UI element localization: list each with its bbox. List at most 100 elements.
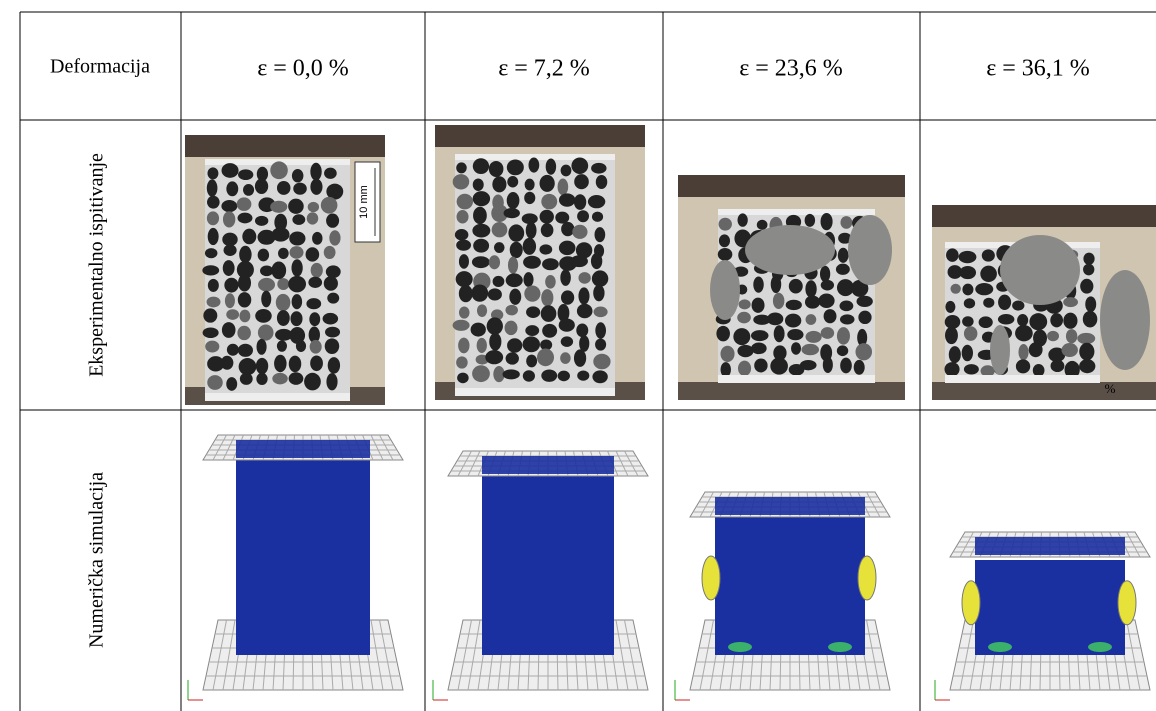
foam-cell [458, 337, 470, 354]
foam-cell [327, 292, 340, 304]
foam-cell [750, 330, 769, 342]
foam-cell [963, 326, 978, 341]
foam-cell [458, 306, 470, 319]
specimen [975, 560, 1125, 655]
mesh-line [457, 619, 472, 691]
foam-cell [592, 370, 608, 384]
foam-cell [961, 344, 973, 362]
foam-cell [1063, 297, 1078, 308]
corner-mark: % [1105, 381, 1116, 396]
foam-cell [256, 338, 267, 355]
mesh-line [212, 619, 227, 691]
foam-cell [773, 345, 787, 361]
foam-cell [818, 293, 835, 308]
foam-cell [959, 265, 977, 280]
foam-cell [221, 322, 236, 338]
foam-cell [560, 336, 574, 347]
foam-cell [975, 282, 994, 296]
foam-cell [472, 223, 491, 238]
foam-cell [239, 309, 251, 323]
bottom-plate [678, 382, 905, 400]
foam-cell [237, 343, 253, 357]
specimen-top [975, 537, 1125, 555]
foam-cell [274, 354, 287, 373]
debris [745, 225, 835, 275]
foam-cell [540, 305, 557, 322]
foam-cell [239, 245, 252, 264]
foam-cell [312, 231, 323, 245]
foam-cell [323, 276, 338, 291]
foam-cell [223, 244, 237, 256]
foam-cell [801, 343, 820, 356]
foam-cell [258, 277, 276, 292]
foam-cell [254, 215, 269, 226]
foam-cell [325, 265, 341, 279]
foam-cell [772, 292, 785, 310]
foam-cell [237, 292, 252, 308]
foam-cell [541, 289, 554, 307]
foam-cell [522, 336, 540, 353]
foam-cell [203, 308, 218, 323]
foam-cell [539, 244, 553, 255]
header-cell: ε = 7,2 % [498, 56, 590, 82]
foam-cell [737, 344, 754, 358]
foam-cell [591, 211, 604, 222]
foam-cell [310, 178, 323, 195]
foam-cell [753, 314, 771, 325]
foam-cell [489, 332, 502, 351]
foam-cell [1064, 360, 1080, 379]
foam-cell [541, 369, 558, 382]
mesh-line [379, 619, 394, 691]
foam-cell [492, 275, 505, 288]
foam-cell [238, 169, 254, 180]
foam-cell [291, 169, 304, 183]
foam-cell [206, 179, 218, 197]
foam-cell [255, 357, 269, 375]
foam-cell [505, 352, 519, 365]
foam-cell [571, 157, 589, 174]
foam-cell [573, 194, 587, 210]
foam-cell [1032, 364, 1045, 377]
foam-cell [257, 324, 274, 341]
debris [1000, 235, 1080, 305]
foam-cell [980, 265, 997, 283]
foam-cell [524, 191, 536, 205]
foam-cell [770, 357, 788, 375]
foam-cell [494, 242, 505, 253]
scale-box [354, 161, 381, 243]
foam-cell [471, 256, 490, 269]
foam-cell [820, 279, 835, 291]
foam-cell [574, 174, 589, 190]
foam-cell [561, 221, 575, 237]
foam-cell [838, 232, 852, 244]
foam-cell [524, 285, 541, 302]
foam-cell [560, 290, 575, 305]
foam-cell [256, 166, 269, 182]
foam-cell [540, 223, 554, 238]
foam-cell [491, 222, 508, 238]
foam-cell [486, 317, 503, 335]
foam-cell [1047, 330, 1060, 342]
row-label: Numerička simulacija [86, 472, 108, 648]
foam-cell [577, 370, 590, 381]
mesh-line [370, 434, 384, 461]
foam-cell [523, 272, 534, 287]
foam-cell [945, 300, 956, 313]
foam-cell [836, 327, 850, 345]
foam-cell [1018, 343, 1029, 361]
foam-cell [326, 213, 340, 228]
foam-cell [207, 375, 223, 390]
foam-cell [504, 320, 518, 336]
foam-cell [488, 255, 501, 270]
platen-strip [718, 375, 875, 383]
mesh-line [1126, 619, 1141, 691]
foam-cell [1063, 312, 1078, 329]
foam-cell [271, 227, 290, 242]
foam-cell [456, 209, 469, 224]
foam-cell [289, 326, 306, 344]
foam-cell [472, 178, 484, 191]
mesh-line [866, 619, 881, 691]
foam-cell [947, 265, 963, 279]
foam-cell [738, 299, 751, 310]
